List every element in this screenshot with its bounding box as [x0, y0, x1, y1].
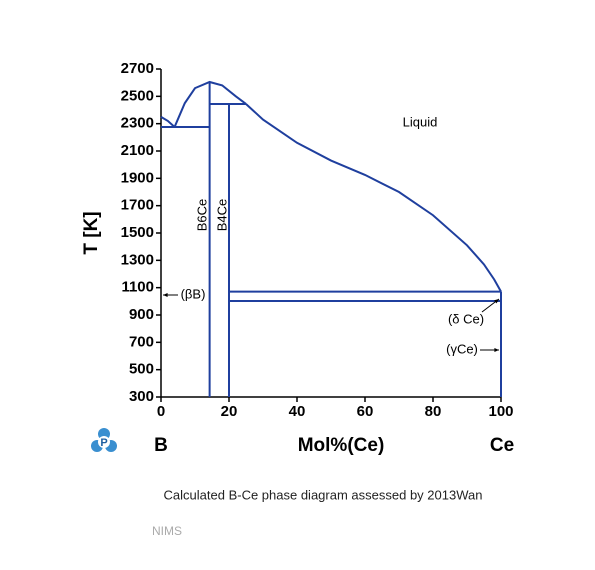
arrow-head: [494, 299, 499, 304]
annotation: (γCe): [446, 341, 478, 356]
y-axis-label: T [K]: [81, 211, 102, 254]
source: NIMS: [152, 524, 182, 538]
arrow-head: [494, 348, 499, 352]
x-tick-label: 0: [157, 403, 165, 420]
y-tick-label: 700: [129, 333, 154, 350]
y-tick-label: 1300: [121, 251, 154, 268]
annotation: (δ Ce): [448, 311, 484, 326]
annotation: Liquid: [403, 114, 438, 129]
x-tick-label: 80: [425, 403, 442, 420]
y-tick-label: 1100: [121, 279, 154, 296]
arrow-head: [163, 293, 168, 297]
y-tick-label: 2500: [121, 87, 154, 104]
annotation: B6Ce: [194, 199, 209, 232]
x-axis-label: Mol%(Ce): [298, 435, 385, 456]
y-tick-label: 300: [129, 388, 154, 405]
logo: P: [91, 428, 117, 452]
annotation: (βB): [181, 286, 206, 301]
y-tick-label: 2700: [121, 60, 154, 77]
y-tick-label: 900: [129, 306, 154, 323]
y-tick-label: 1700: [121, 197, 154, 214]
end-label: Ce: [490, 435, 514, 456]
phase-boundary: [245, 103, 502, 293]
y-tick-label: 1500: [121, 224, 154, 241]
x-tick-label: 100: [488, 403, 513, 420]
annotation: B4Ce: [214, 199, 229, 232]
svg-text:P: P: [100, 437, 107, 449]
y-tick-label: 2300: [121, 115, 154, 132]
y-tick-label: 2100: [121, 142, 154, 159]
phase-boundary: [160, 115, 176, 128]
x-tick-label: 20: [221, 403, 238, 420]
end-label: B: [154, 435, 168, 456]
x-tick-label: 40: [289, 403, 306, 420]
caption: Calculated B-Ce phase diagram assessed b…: [164, 487, 483, 502]
y-tick-label: 500: [129, 361, 154, 378]
x-tick-label: 60: [357, 403, 374, 420]
y-tick-label: 1900: [121, 169, 154, 186]
phase-boundary: [173, 80, 247, 128]
